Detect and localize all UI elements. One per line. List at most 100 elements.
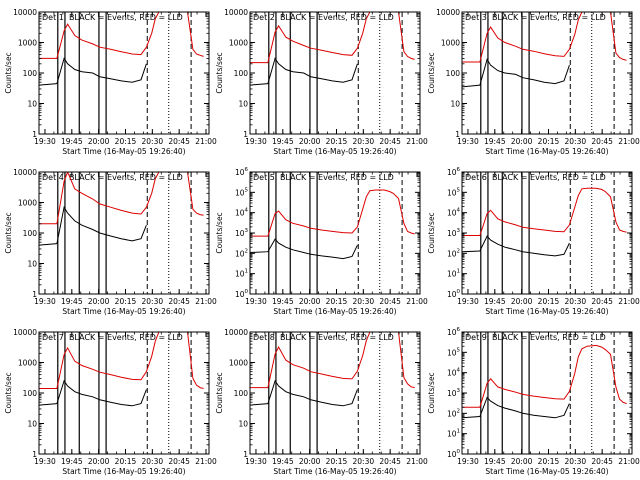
x-tick-label: 21:00 [406,137,428,146]
panel-det-7: Det 7, BLACK = Events, RED = LLD 1 10 100 10… [4,328,217,476]
y-tick-label: 103 [447,228,461,238]
y-axis-label: Counts/sec [215,212,224,253]
y-tick-label: 1 [32,290,37,299]
panel-det-1: Det 1, BLACK = Events, RED = LLD 1 10 100 10… [4,8,217,156]
series-events [462,58,570,88]
y-tick-label: 10 [450,100,460,109]
x-axis-label: Start Time (16-May-05 19:26:40) [62,307,185,316]
panel-det-4: Det 4, BLACK = Events, RED = LLD 1 10 100 10… [4,168,217,316]
y-tick-label: 104 [447,208,461,218]
y-tick-label: 101 [235,269,248,279]
x-tick-label: 21:00 [618,457,640,466]
x-tick-label: 20:30 [565,457,587,466]
y-tick-label: 105 [447,347,461,357]
y-tick-label: 1000 [18,39,37,48]
x-tick-label: 19:45 [61,457,83,466]
series-events [250,57,358,86]
time-markers [480,332,615,454]
y-axis-label: Counts/sec [427,372,436,413]
time-markers [268,12,403,134]
y-tick-label: 10000 [13,168,37,177]
y-axis-label: Counts/sec [4,372,13,413]
y-tick-label: 1 [32,130,37,139]
panel-title: Det 3, BLACK = Events, RED = LLD [465,13,606,22]
y-axis-label: Counts/sec [215,372,224,413]
y-tick-label: 10000 [436,8,460,17]
x-tick-label: 20:15 [538,137,560,146]
x-tick-label: 20:30 [142,457,164,466]
y-tick-label: 100 [23,229,38,238]
x-tick-label: 20:45 [379,457,401,466]
x-tick-label: 21:00 [195,457,217,466]
x-tick-label: 20:15 [115,457,137,466]
x-tick-label: 20:15 [538,297,560,306]
series-lld [250,332,415,389]
x-tick-label: 19:45 [272,137,294,146]
y-tick-label: 103 [447,388,461,398]
y-tick-label: 104 [447,368,461,378]
series-lld [39,172,204,225]
x-tick-label: 19:45 [484,137,506,146]
y-tick-label: 10000 [13,8,37,17]
x-tick-label: 21:00 [406,457,428,466]
x-tick-label: 19:45 [484,457,506,466]
x-axis-label: Start Time (16-May-05 19:26:40) [485,467,608,476]
y-tick-label: 10000 [224,328,248,337]
series-events [462,396,570,419]
x-tick-label: 20:00 [511,457,533,466]
x-axis-label: Start Time (16-May-05 19:26:40) [485,147,608,156]
x-tick-label: 19:30 [457,297,479,306]
x-tick-label: 20:30 [353,457,375,466]
x-tick-label: 21:00 [406,297,428,306]
y-tick-label: 102 [447,408,460,418]
y-tick-label: 101 [447,269,460,279]
series-lld [250,12,415,64]
series-events [39,379,147,407]
y-tick-label: 1 [455,130,460,139]
y-tick-label: 1 [243,450,248,459]
x-tick-label: 21:00 [618,137,640,146]
series-events [250,238,358,260]
panel-title: Det 1, BLACK = Events, RED = LLD [42,13,183,22]
x-tick-label: 19:30 [245,137,267,146]
y-tick-label: 1000 [18,359,37,368]
y-axis-label: Counts/sec [427,52,436,93]
x-tick-label: 20:00 [511,137,533,146]
y-axis-label: Counts/sec [4,212,13,253]
panel-det-5: Det 5, BLACK = Events, RED = LLD 100 101 10… [215,167,428,316]
series-lld [462,187,627,236]
x-axis-label: Start Time (16-May-05 19:26:40) [273,147,396,156]
series-events [250,379,358,407]
x-tick-label: 20:30 [142,297,164,306]
x-tick-label: 20:00 [299,297,321,306]
x-tick-label: 20:15 [326,137,348,146]
x-axis-label: Start Time (16-May-05 19:26:40) [62,467,185,476]
x-tick-label: 21:00 [195,297,217,306]
time-markers [480,172,615,294]
x-tick-label: 19:45 [484,297,506,306]
x-tick-label: 20:00 [88,297,110,306]
x-tick-label: 19:30 [34,297,56,306]
panel-det-6: Det 6, BLACK = Events, RED = LLD 100 101 10… [427,167,640,316]
panel-title: Det 7, BLACK = Events, RED = LLD [42,333,183,342]
x-tick-label: 20:45 [591,297,613,306]
y-tick-label: 1000 [229,39,248,48]
x-tick-label: 20:45 [168,137,190,146]
y-tick-label: 105 [447,187,461,197]
y-tick-label: 102 [447,248,460,258]
y-tick-label: 100 [447,289,461,299]
time-markers [57,12,192,134]
y-tick-label: 106 [235,167,249,177]
x-tick-label: 19:45 [61,297,83,306]
y-axis-label: Counts/sec [4,52,13,93]
panel-title: Det 5, BLACK = Events, RED = LLD [253,173,394,182]
x-axis-label: Start Time (16-May-05 19:26:40) [62,147,185,156]
time-markers [268,172,403,294]
x-tick-label: 20:45 [379,297,401,306]
y-tick-label: 100 [234,389,249,398]
x-tick-label: 19:30 [245,297,267,306]
panel-title: Det 8, BLACK = Events, RED = LLD [253,333,394,342]
x-tick-label: 20:15 [115,137,137,146]
y-tick-label: 100 [446,69,461,78]
